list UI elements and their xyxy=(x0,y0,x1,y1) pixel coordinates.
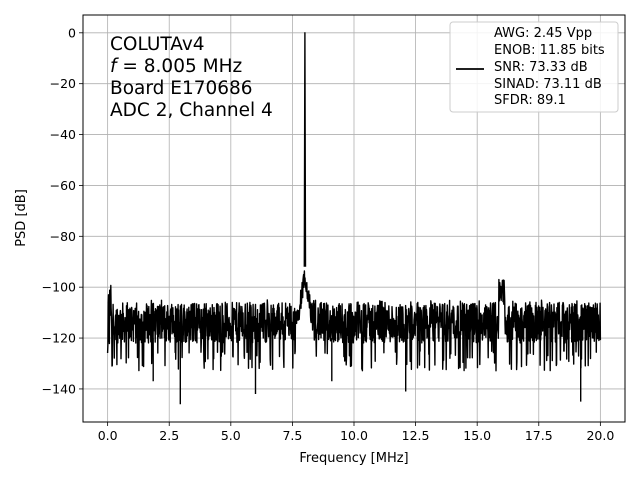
x-tick-label: 2.5 xyxy=(159,428,179,443)
y-tick-label: −140 xyxy=(42,381,76,396)
x-tick-label: 17.5 xyxy=(525,428,553,443)
x-tick-label: 12.5 xyxy=(402,428,430,443)
y-tick-label: −80 xyxy=(50,229,76,244)
x-tick-label: 5.0 xyxy=(221,428,241,443)
y-ticks: 0 −20 −40 −60 −80 −100 −120 −140 xyxy=(42,25,83,396)
x-axis-label: Frequency [MHz] xyxy=(299,451,408,466)
y-axis-label: PSD [dB] xyxy=(14,189,29,247)
x-tick-label: 0.0 xyxy=(98,428,118,443)
x-ticks: 0.0 2.5 5.0 7.5 10.0 12.5 15.0 17.5 20.0 xyxy=(98,422,614,443)
legend-sinad: SINAD: 73.11 dB xyxy=(494,77,602,92)
annotation-channel: ADC 2, Channel 4 xyxy=(110,100,273,121)
x-tick-label: 15.0 xyxy=(463,428,491,443)
y-tick-label: −40 xyxy=(50,127,76,142)
x-tick-label: 20.0 xyxy=(586,428,614,443)
y-tick-label: −120 xyxy=(42,331,76,346)
x-tick-label: 10.0 xyxy=(340,428,368,443)
annotation-chip: COLUTAv4 xyxy=(110,34,205,55)
legend-snr: SNR: 73.33 dB xyxy=(494,60,588,75)
annotation-block: COLUTAv4 f = 8.005 MHz Board E170686 ADC… xyxy=(110,34,273,121)
annotation-frequency-var: f xyxy=(110,56,119,77)
annotation-frequency: f = 8.005 MHz xyxy=(110,56,242,77)
x-tick-label: 7.5 xyxy=(282,428,302,443)
annotation-frequency-value: = 8.005 MHz xyxy=(117,56,243,77)
legend-enob: ENOB: 11.85 bits xyxy=(494,43,605,58)
y-tick-label: 0 xyxy=(68,25,76,40)
annotation-board: Board E170686 xyxy=(110,78,253,99)
legend-sfdr: SFDR: 89.1 xyxy=(494,93,566,108)
psd-line xyxy=(106,32,602,405)
y-tick-label: −100 xyxy=(42,280,76,295)
legend-box xyxy=(449,21,619,113)
psd-series-group xyxy=(106,32,602,405)
y-tick-label: −20 xyxy=(50,76,76,91)
y-tick-label: −60 xyxy=(50,178,76,193)
legend: AWG: 2.45 Vpp ENOB: 11.85 bits SNR: 73.3… xyxy=(449,21,619,113)
legend-awg: AWG: 2.45 Vpp xyxy=(494,26,592,41)
